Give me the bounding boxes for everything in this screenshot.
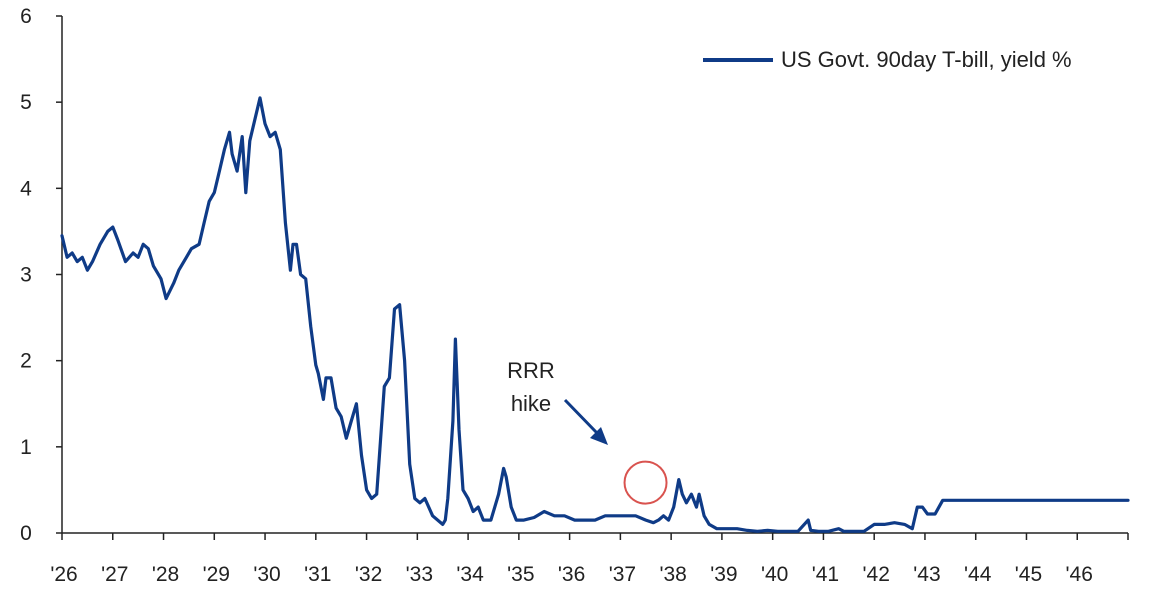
annotation-text-line1: RRR <box>507 358 555 383</box>
y-ticks: 0 1 2 3 4 5 6 <box>20 5 62 545</box>
x-tick-label: '40 <box>761 563 788 586</box>
x-tick-label: '42 <box>863 563 890 586</box>
y-tick-label: 2 <box>20 350 32 373</box>
x-tick-label: '46 <box>1066 563 1093 586</box>
x-tick-label: '39 <box>710 563 737 586</box>
y-tick-label: 6 <box>20 5 32 28</box>
x-ticks: '26 '27 '28 '29 '30 '31 '32 '33 '34 '35 '36 '37 '38 '… <box>50 533 1129 586</box>
x-tick-label: '35 <box>507 563 534 586</box>
x-tick-label: '45 <box>1015 563 1042 586</box>
annotation-text-line2: hike <box>511 391 551 416</box>
x-tick-label: '31 <box>304 563 331 586</box>
x-tick-label: '32 <box>355 563 382 586</box>
annotation-circle <box>623 460 668 505</box>
y-tick-label: 5 <box>20 91 32 114</box>
x-tick-label: '29 <box>203 563 230 586</box>
x-tick-label: '28 <box>152 563 179 586</box>
y-tick-label: 4 <box>20 177 32 200</box>
x-tick-label: '38 <box>659 563 686 586</box>
y-tick-label: 1 <box>20 436 32 459</box>
axes <box>61 16 1128 534</box>
x-tick-label: '34 <box>456 563 484 586</box>
x-tick-label: '37 <box>609 563 636 586</box>
legend-label: US Govt. 90day T-bill, yield % <box>781 47 1072 72</box>
x-tick-label: '30 <box>253 563 280 586</box>
x-tick-label: '36 <box>558 563 585 586</box>
annotation-rrr-hike: RRR hike <box>507 358 668 505</box>
legend: US Govt. 90day T-bill, yield % <box>703 47 1072 72</box>
series-line-t-bill-yield <box>60 96 1130 533</box>
y-tick-label: 0 <box>20 522 32 545</box>
annotation-arrow-head <box>590 427 608 445</box>
x-tick-label: '43 <box>913 563 940 586</box>
y-tick-label: 3 <box>20 264 32 287</box>
x-tick-label: '44 <box>964 563 992 586</box>
x-tick-label: '41 <box>812 563 839 586</box>
x-tick-label: '33 <box>406 563 433 586</box>
x-tick-label: '26 <box>50 563 77 586</box>
annotation-arrow-shaft <box>563 398 599 435</box>
x-tick-label: '27 <box>101 563 128 586</box>
